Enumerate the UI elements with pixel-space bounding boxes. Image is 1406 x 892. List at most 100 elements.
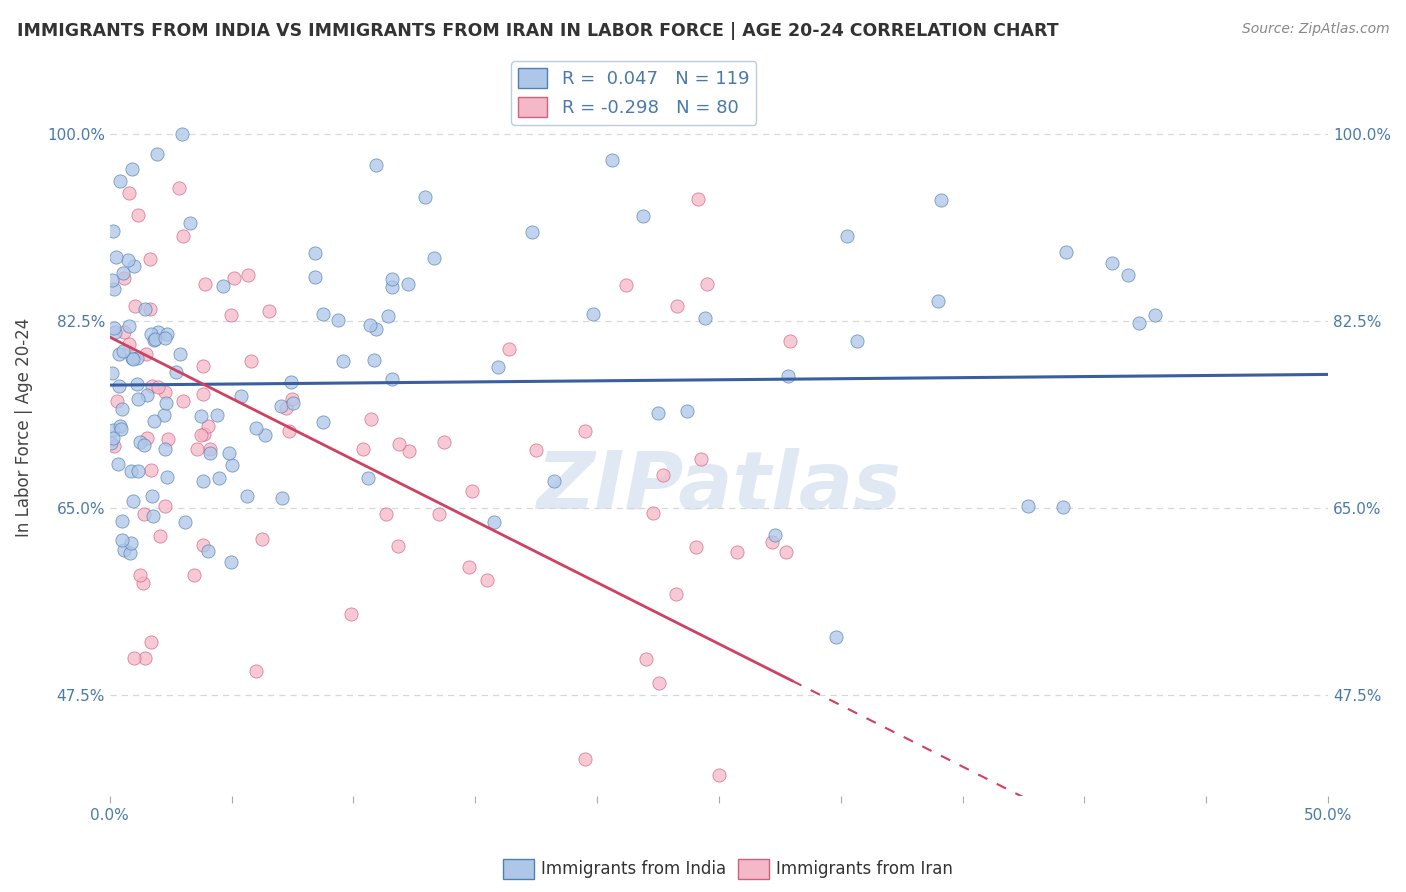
Point [257, 304, 280, 318]
Point [543, 474, 565, 488]
Point [271, 491, 294, 506]
Point [636, 652, 658, 666]
Point [835, 228, 858, 243]
Point [186, 442, 208, 457]
Point [121, 351, 143, 365]
Point [127, 208, 149, 222]
Point [122, 260, 145, 274]
Point [207, 409, 229, 423]
Point [190, 409, 212, 423]
Point [665, 587, 688, 601]
Point [236, 489, 259, 503]
Point [1017, 500, 1039, 514]
Point [112, 542, 135, 557]
Point [614, 278, 637, 293]
Point [685, 541, 707, 555]
Point [128, 434, 150, 449]
Point [245, 421, 267, 435]
Point [111, 402, 134, 417]
Point [146, 380, 169, 394]
Point [776, 369, 799, 384]
Point [120, 464, 142, 478]
Point [218, 446, 240, 460]
Point [114, 271, 136, 285]
Point [360, 412, 382, 426]
Point [929, 194, 952, 208]
Point [108, 173, 131, 187]
Point [141, 635, 163, 649]
Point [124, 650, 146, 665]
Point [398, 444, 420, 458]
Point [274, 401, 297, 416]
Point [165, 365, 187, 379]
Point [363, 353, 385, 368]
Point [112, 343, 135, 358]
Point [141, 489, 163, 503]
Y-axis label: In Labor Force | Age 20-24: In Labor Force | Age 20-24 [15, 318, 32, 537]
Point [709, 767, 731, 781]
Point [433, 434, 456, 449]
Point [153, 408, 176, 422]
Point [212, 279, 235, 293]
Point [221, 458, 243, 472]
Point [278, 424, 301, 438]
Point [377, 310, 399, 324]
Point [1101, 256, 1123, 270]
Point [197, 419, 219, 434]
Point [139, 301, 162, 316]
Point [191, 386, 214, 401]
Point [250, 532, 273, 546]
Point [194, 277, 217, 291]
Point [600, 153, 623, 167]
Point [207, 470, 229, 484]
Point [134, 438, 156, 452]
Point [193, 474, 215, 488]
Point [118, 546, 141, 560]
Point [340, 607, 363, 621]
Point [357, 471, 380, 485]
Point [229, 389, 252, 403]
Point [326, 313, 349, 327]
Point [304, 246, 326, 260]
Point [366, 158, 388, 172]
Point [117, 186, 139, 201]
Point [118, 336, 141, 351]
Point [396, 277, 419, 291]
Text: Source: ZipAtlas.com: Source: ZipAtlas.com [1241, 22, 1389, 37]
Point [124, 299, 146, 313]
Point [139, 463, 162, 477]
Point [281, 395, 304, 409]
Point [427, 507, 450, 521]
Point [381, 272, 404, 286]
Point [825, 630, 848, 644]
Point [103, 439, 125, 453]
Point [146, 146, 169, 161]
Point [121, 494, 143, 508]
Point [280, 375, 302, 389]
Point [143, 414, 166, 428]
Point [127, 392, 149, 406]
Point [110, 422, 132, 436]
Point [108, 379, 131, 393]
Point [155, 385, 177, 400]
Point [141, 379, 163, 393]
Point [461, 483, 484, 498]
Point [482, 515, 505, 529]
Point [153, 500, 176, 514]
Point [155, 396, 177, 410]
Point [139, 252, 162, 267]
Point [381, 372, 404, 386]
Point [156, 469, 179, 483]
Point [127, 464, 149, 478]
Point [380, 280, 402, 294]
Text: IMMIGRANTS FROM INDIA VS IMMIGRANTS FROM IRAN IN LABOR FORCE | AGE 20-24 CORRELA: IMMIGRANTS FROM INDIA VS IMMIGRANTS FROM… [17, 22, 1059, 40]
Point [690, 452, 713, 467]
Point [134, 650, 156, 665]
Point [111, 533, 134, 548]
Point [105, 250, 128, 264]
Point [688, 192, 710, 206]
Point [172, 128, 194, 142]
Point [238, 268, 260, 282]
Point [219, 555, 242, 569]
Point [121, 162, 143, 177]
